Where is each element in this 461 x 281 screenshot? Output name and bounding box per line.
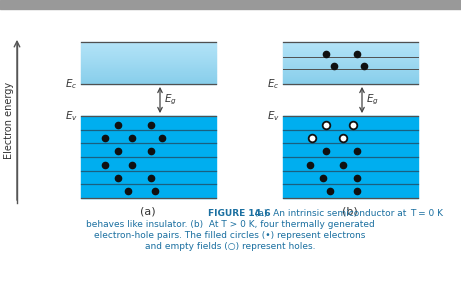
Bar <box>81 50 215 51</box>
Bar <box>283 69 418 70</box>
Bar <box>283 56 418 57</box>
Bar <box>283 78 418 79</box>
Bar <box>0 0 461 9</box>
Bar <box>283 71 418 72</box>
Bar <box>283 54 418 55</box>
Bar <box>81 60 215 61</box>
Bar <box>81 55 215 56</box>
Bar <box>283 65 418 66</box>
Bar <box>283 80 418 81</box>
Bar <box>283 48 418 49</box>
Bar <box>283 70 418 71</box>
Text: and empty fields (○) represent holes.: and empty fields (○) represent holes. <box>145 242 315 251</box>
Bar <box>283 81 418 82</box>
Bar <box>283 44 418 45</box>
Bar <box>81 61 215 62</box>
Bar <box>283 60 418 61</box>
Bar <box>283 57 418 58</box>
Bar <box>283 53 418 54</box>
Bar <box>283 43 418 44</box>
Bar <box>283 74 418 76</box>
Text: electron-hole pairs. The filled circles (•) represent electrons: electron-hole pairs. The filled circles … <box>95 231 366 240</box>
Bar <box>283 66 418 67</box>
Bar <box>283 47 418 48</box>
Bar <box>283 77 418 78</box>
Text: $E_c$: $E_c$ <box>267 77 279 91</box>
Bar <box>283 51 418 53</box>
Bar <box>81 77 215 78</box>
Bar <box>283 83 418 84</box>
Bar <box>283 50 418 51</box>
Text: Electron energy: Electron energy <box>4 81 14 158</box>
Text: $E_g$: $E_g$ <box>164 93 177 107</box>
Text: $E_g$: $E_g$ <box>366 93 379 107</box>
Bar <box>81 48 215 49</box>
Text: behaves like insulator. (b)  At T > 0 K, four thermally generated: behaves like insulator. (b) At T > 0 K, … <box>86 220 374 229</box>
Bar <box>81 53 215 54</box>
Bar <box>81 64 215 65</box>
Bar <box>81 63 215 64</box>
Bar <box>81 80 215 81</box>
Bar <box>283 61 418 62</box>
Bar <box>81 49 215 50</box>
Bar <box>81 67 215 68</box>
Bar <box>81 72 215 74</box>
Text: (a)  An intrinsic semiconductor at  T = 0 K: (a) An intrinsic semiconductor at T = 0 … <box>252 209 443 218</box>
Text: FIGURE 14.6: FIGURE 14.6 <box>208 209 271 218</box>
Bar <box>283 82 418 83</box>
Bar <box>81 78 215 79</box>
Bar <box>81 79 215 80</box>
Bar <box>283 45 418 46</box>
Bar <box>81 66 215 67</box>
Bar <box>81 76 215 77</box>
Bar <box>283 62 418 63</box>
Bar <box>81 71 215 72</box>
Bar <box>81 81 215 82</box>
Bar <box>283 116 418 198</box>
Bar <box>81 65 215 66</box>
Bar <box>81 42 215 43</box>
Bar <box>283 79 418 80</box>
Bar <box>283 72 418 74</box>
Bar <box>81 116 215 198</box>
Bar <box>283 59 418 60</box>
Bar <box>81 45 215 46</box>
Bar <box>283 58 418 59</box>
Bar <box>283 42 418 43</box>
Bar <box>81 59 215 60</box>
Bar <box>283 64 418 65</box>
Bar <box>81 44 215 45</box>
Bar <box>81 82 215 83</box>
Bar <box>81 74 215 76</box>
Bar <box>81 54 215 55</box>
Bar <box>283 49 418 50</box>
Bar <box>81 43 215 44</box>
Bar <box>81 68 215 69</box>
Bar <box>283 46 418 47</box>
Bar <box>81 47 215 48</box>
Bar <box>283 68 418 69</box>
Bar <box>283 55 418 56</box>
Bar <box>81 57 215 58</box>
Text: $E_v$: $E_v$ <box>266 109 279 123</box>
Text: $E_c$: $E_c$ <box>65 77 77 91</box>
Bar <box>81 83 215 84</box>
Text: $E_v$: $E_v$ <box>65 109 77 123</box>
Bar <box>81 51 215 53</box>
Bar <box>283 76 418 77</box>
Bar <box>81 56 215 57</box>
Text: (b): (b) <box>342 206 358 216</box>
Bar <box>81 69 215 70</box>
Bar <box>81 58 215 59</box>
Bar <box>81 46 215 47</box>
Bar <box>81 62 215 63</box>
Bar <box>81 70 215 71</box>
Text: (a): (a) <box>140 206 156 216</box>
Bar <box>283 63 418 64</box>
Bar <box>283 67 418 68</box>
